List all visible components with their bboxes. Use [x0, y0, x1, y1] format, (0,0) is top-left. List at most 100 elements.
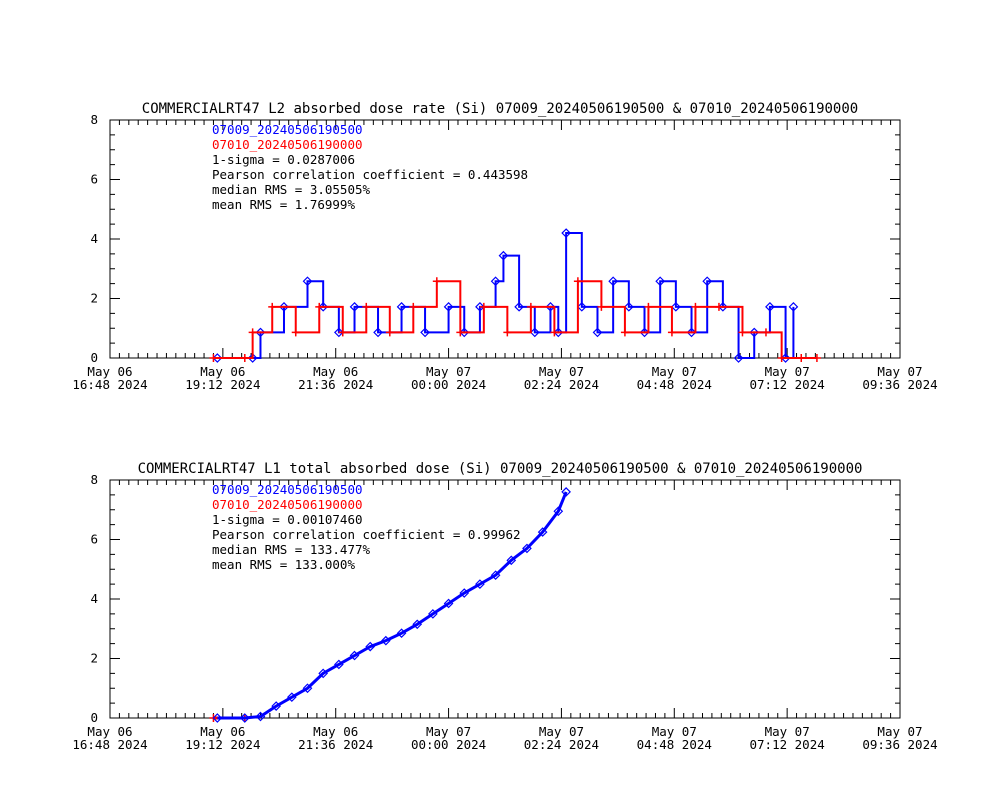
- data-point: [702, 276, 713, 287]
- series-line: [217, 232, 795, 359]
- y-tick-label: 2: [90, 291, 98, 306]
- data-point: [459, 588, 470, 598]
- annotation: 1-sigma = 0.0287006: [212, 152, 355, 167]
- x-tick-label: 04:48 2024: [637, 737, 712, 752]
- data-point: [475, 301, 485, 312]
- data-point: [248, 328, 257, 337]
- legend-entry: 07009_20240506190500: [212, 122, 363, 137]
- data-point: [522, 543, 532, 554]
- data-point: [537, 527, 548, 537]
- x-tick-label: May 06: [87, 724, 132, 739]
- data-point: [349, 650, 360, 661]
- data-point: [553, 506, 564, 517]
- y-tick-label: 6: [90, 172, 98, 187]
- data-point: [667, 328, 676, 337]
- data-point: [490, 570, 501, 581]
- y-tick-label: 8: [90, 112, 98, 127]
- data-point: [255, 327, 266, 338]
- data-point: [209, 354, 218, 362]
- x-tick-label: 21:36 2024: [298, 737, 373, 752]
- x-tick-label: 07:12 2024: [750, 377, 825, 392]
- data-point: [315, 302, 324, 311]
- data-point: [334, 659, 344, 670]
- data-point: [479, 302, 488, 311]
- total-dose-panel: COMMERCIALRT47 L1 total absorbed dose (S…: [72, 461, 937, 752]
- data-point: [396, 628, 407, 639]
- data-point: [714, 302, 723, 311]
- data-point: [212, 353, 223, 363]
- x-tick-label: 19:12 2024: [185, 737, 260, 752]
- data-point: [271, 701, 281, 711]
- data-point: [443, 301, 454, 312]
- x-tick-label: May 06: [313, 364, 358, 379]
- data-point: [365, 641, 376, 652]
- x-tick-label: May 06: [200, 724, 245, 739]
- x-tick-label: May 07: [539, 364, 584, 379]
- x-tick-label: 00:00 2024: [411, 737, 486, 752]
- data-point: [443, 598, 454, 609]
- y-tick-label: 8: [90, 472, 98, 487]
- data-point: [592, 327, 603, 338]
- data-point: [338, 328, 347, 337]
- data-point: [385, 328, 394, 337]
- x-tick-label: 09:36 2024: [862, 737, 937, 752]
- data-point: [608, 276, 619, 287]
- annotation: Pearson correlation coefficient = 0.9996…: [212, 527, 521, 542]
- y-axis: 0 2 4 6 8: [90, 112, 900, 365]
- data-point: [212, 713, 223, 723]
- x-tick-label: 21:36 2024: [298, 377, 373, 392]
- data-point: [302, 683, 313, 694]
- annotation: median RMS = 3.05505%: [212, 182, 371, 197]
- x-tick-label: May 07: [652, 364, 697, 379]
- data-point: [765, 301, 775, 312]
- data-point: [498, 250, 509, 261]
- data-point: [623, 301, 634, 312]
- data-point: [362, 302, 371, 311]
- x-tick-label: May 07: [426, 724, 471, 739]
- data-point: [686, 327, 697, 338]
- dose-rate-panel: COMMERCIALRT47 L2 absorbed dose rate (Si…: [72, 101, 937, 392]
- data-point: [381, 635, 391, 646]
- data-point: [255, 711, 266, 722]
- plot-series: [209, 487, 571, 723]
- data-point: [456, 328, 465, 337]
- data-point: [432, 277, 441, 286]
- data-point: [639, 327, 650, 338]
- data-point: [396, 301, 407, 312]
- legend-entry: 07009_20240506190500: [212, 482, 363, 497]
- data-point: [644, 302, 653, 311]
- data-point: [506, 555, 517, 566]
- data-point: [761, 328, 770, 337]
- data-point: [733, 353, 744, 363]
- x-tick-label: May 06: [313, 724, 358, 739]
- data-point: [573, 277, 582, 286]
- data-point: [291, 328, 300, 337]
- annotation: mean RMS = 133.000%: [212, 557, 355, 572]
- data-point: [545, 301, 556, 312]
- y-tick-label: 0: [90, 350, 98, 365]
- data-point: [420, 327, 430, 338]
- data-point: [334, 327, 344, 338]
- data-point: [797, 354, 806, 362]
- data-point: [553, 327, 564, 338]
- legend-entry: 07010_20240506190000: [212, 497, 363, 512]
- data-point: [597, 302, 606, 311]
- data-point: [428, 609, 438, 619]
- data-point: [318, 301, 329, 312]
- data-point: [475, 579, 485, 589]
- y-tick-label: 2: [90, 651, 98, 666]
- data-point: [490, 276, 501, 287]
- data-point: [412, 619, 423, 630]
- annotation: median RMS = 133.477%: [212, 542, 371, 557]
- data-point: [349, 301, 360, 312]
- data-point: [671, 301, 681, 312]
- x-tick-label: May 06: [200, 364, 245, 379]
- data-point: [576, 301, 587, 312]
- x-tick-label: May 07: [652, 724, 697, 739]
- data-point: [620, 328, 629, 337]
- chart-title: COMMERCIALRT47 L1 total absorbed dose (S…: [138, 461, 863, 477]
- data-point: [373, 327, 383, 338]
- data-point: [526, 302, 535, 311]
